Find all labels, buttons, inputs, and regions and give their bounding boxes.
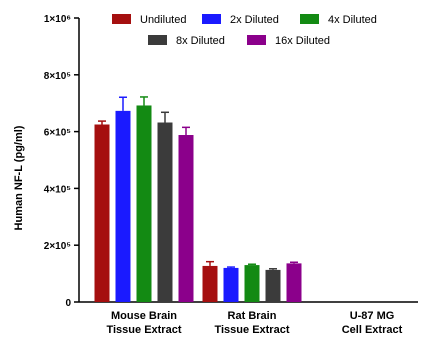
legend-item: 8x Diluted	[148, 35, 225, 47]
x-category-label: Rat Brain Tissue Extract	[214, 310, 289, 336]
bar	[223, 267, 239, 302]
legend-swatch	[202, 14, 221, 24]
legend-swatch	[300, 14, 319, 24]
bar	[115, 110, 131, 302]
y-axis-title: Human NF-L (pg/ml)	[13, 125, 25, 230]
y-axis: 0 2×10⁵ 4×10⁵ 6×10⁵ 8×10⁵ 1×10⁶	[44, 14, 80, 309]
legend-swatch	[148, 35, 167, 45]
legend: Undiluted 2x Diluted 4x Diluted 8x Diluted 1…	[112, 14, 377, 47]
bar	[244, 265, 260, 302]
y-tick-label: 8×10⁵	[44, 71, 72, 82]
bar	[265, 269, 281, 302]
x-category-label-line2: Cell Extract	[342, 324, 403, 336]
bar	[202, 265, 218, 302]
legend-item: 4x Diluted	[300, 14, 377, 26]
bar	[94, 124, 110, 302]
bar	[136, 105, 152, 302]
y-tick-label: 2×10⁵	[44, 241, 72, 252]
x-category-label-line2: Tissue Extract	[106, 324, 181, 336]
x-category-label-line1: Mouse Brain	[111, 310, 177, 322]
x-category-label-line1: Rat Brain	[228, 310, 277, 322]
legend-swatch	[112, 14, 131, 24]
x-category-label: U-87 MG Cell Extract	[342, 310, 403, 336]
bars	[94, 96, 302, 303]
legend-swatch	[247, 35, 266, 45]
legend-label: Undiluted	[140, 14, 186, 26]
legend-label: 16x Diluted	[275, 35, 330, 47]
x-category-label-line1: U-87 MG	[350, 310, 395, 322]
x-axis: Mouse Brain Tissue Extract Rat Brain Tissue…	[79, 301, 418, 336]
legend-label: 2x Diluted	[230, 14, 279, 26]
legend-item: 2x Diluted	[202, 14, 279, 26]
x-category-label: Mouse Brain Tissue Extract	[106, 310, 181, 336]
y-tick-label: 4×10⁵	[44, 184, 72, 195]
x-category-label-line2: Tissue Extract	[214, 324, 289, 336]
y-tick-label: 6×10⁵	[44, 128, 72, 139]
legend-item: 16x Diluted	[247, 35, 330, 47]
legend-item: Undiluted	[112, 14, 186, 26]
bar	[157, 122, 173, 303]
bar	[178, 135, 194, 302]
y-tick-label: 1×10⁶	[44, 14, 71, 25]
bar	[286, 263, 302, 302]
y-tick-label: 0	[65, 298, 71, 309]
legend-label: 8x Diluted	[176, 35, 225, 47]
legend-label: 4x Diluted	[328, 14, 377, 26]
